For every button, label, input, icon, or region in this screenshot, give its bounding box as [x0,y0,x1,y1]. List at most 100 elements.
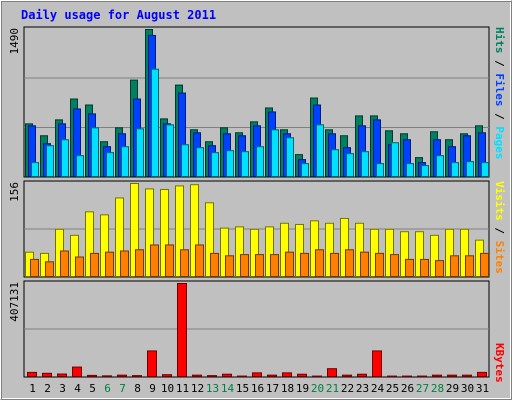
bar-visits [145,188,154,277]
bar-files-fill [463,135,471,177]
bar-kbytes-outline [117,374,127,378]
bar-sites-outline [210,252,219,277]
bar-visits [385,228,394,278]
x-tick-label: 22 [341,382,354,395]
bar-visits-outline [385,228,394,278]
bar-sites-outline [120,250,129,278]
bar-pages-fill [271,129,279,177]
bar-sites-fill [30,258,39,277]
x-tick-label: 18 [281,382,294,395]
bar-pages [121,146,129,177]
bar-sites-fill [285,251,294,277]
bar-kbytes [282,372,292,378]
bar-pages [76,155,84,177]
bar-kbytes-fill [87,374,97,377]
bar-kbytes-outline [102,375,112,378]
bar-sites [90,252,99,277]
bar-kbytes-fill [267,374,277,377]
bar-kbytes-outline [357,373,367,378]
bar-files-fill [73,108,81,177]
bar-pages-outline [316,124,324,177]
bar-pages-fill [391,142,399,177]
bar-visits-fill [280,222,289,277]
x-tick-label: 13 [206,382,219,395]
bar-sites-fill [45,261,54,277]
bar-visits-fill [145,188,154,277]
bar-sites-outline [30,258,39,277]
bar-visits-fill [475,239,484,277]
bar-kbytes [372,350,382,378]
x-tick-label: 9 [149,382,156,395]
bar-pages-fill [466,161,474,177]
x-tick-label: 12 [191,382,204,395]
bar-sites-fill [405,258,414,277]
x-tick-label: 21 [326,382,339,395]
bar-visits-fill [70,234,79,277]
bar-visits-fill [340,217,349,277]
x-tick-label: 28 [431,382,444,395]
bar-kbytes [57,373,67,378]
bar-sites-outline [360,251,369,277]
legend-kbytes: KBytes [493,343,506,383]
bar-visits [310,220,319,278]
bar-files-fill [403,139,411,177]
bar-sites-outline [480,252,489,277]
bar-sites-outline [135,249,144,278]
bar-visits [100,214,109,277]
bar-pages-fill [211,152,219,177]
bar-sites-outline [405,258,414,277]
bar-kbytes-fill [342,374,352,377]
bar-pages-fill [166,124,174,177]
bar-sites-fill [450,255,459,277]
bar-pages-outline [241,151,249,178]
panel-visits-sites: 156 Visits / Sites [8,180,506,278]
bar-sites-fill [270,254,279,277]
bar-kbytes-fill [27,371,37,377]
bar-pages [406,163,414,178]
bar-kbytes-fill [297,373,307,377]
bar-kbytes [447,374,457,378]
bar-kbytes [27,371,37,378]
bar-kbytes-outline [162,374,172,378]
bar-kbytes [162,374,172,378]
bar-visits [160,189,169,277]
bar-kbytes-fill [462,374,472,377]
bar-pages [361,151,369,178]
bar-kbytes [327,368,337,377]
y-max-label: 1490 [8,28,21,55]
bar-kbytes-outline [327,368,337,377]
bar-pages-fill [481,162,489,177]
bar-sites-fill [390,254,399,277]
bar-sites-fill [90,252,99,277]
bar-visits-fill [295,223,304,277]
bar-pages [376,163,384,178]
bar-visits-fill [310,220,319,277]
bar-sites-fill [60,250,69,277]
bar-sites-outline [165,244,174,277]
bar-pages-fill [136,128,144,177]
bar-sites [285,251,294,277]
bar-files-fill [478,132,486,177]
bar-pages [331,149,339,177]
bar-visits-outline [235,226,244,277]
x-tick-label: 11 [176,382,189,395]
bar-pages [436,155,444,177]
bar-kbytes-fill [117,374,127,377]
bar-visits-fill [235,226,244,277]
legend-sep: / [493,221,506,241]
x-tick-label: 17 [266,382,279,395]
bar-sites [240,254,249,278]
bar-kbytes-fill [282,372,292,377]
bar-pages [226,150,234,178]
bar-visits-fill [385,228,394,277]
bar-visits-fill [250,228,259,277]
bar-kbytes-fill [72,366,82,377]
bar-sites [450,255,459,278]
bar-sites [135,249,144,278]
bar-visits-outline [460,228,469,278]
bar-sites-outline [150,244,159,277]
bar-kbytes-outline [282,372,292,378]
bar-sites-outline [45,261,54,278]
bar-files-fill [178,92,186,177]
